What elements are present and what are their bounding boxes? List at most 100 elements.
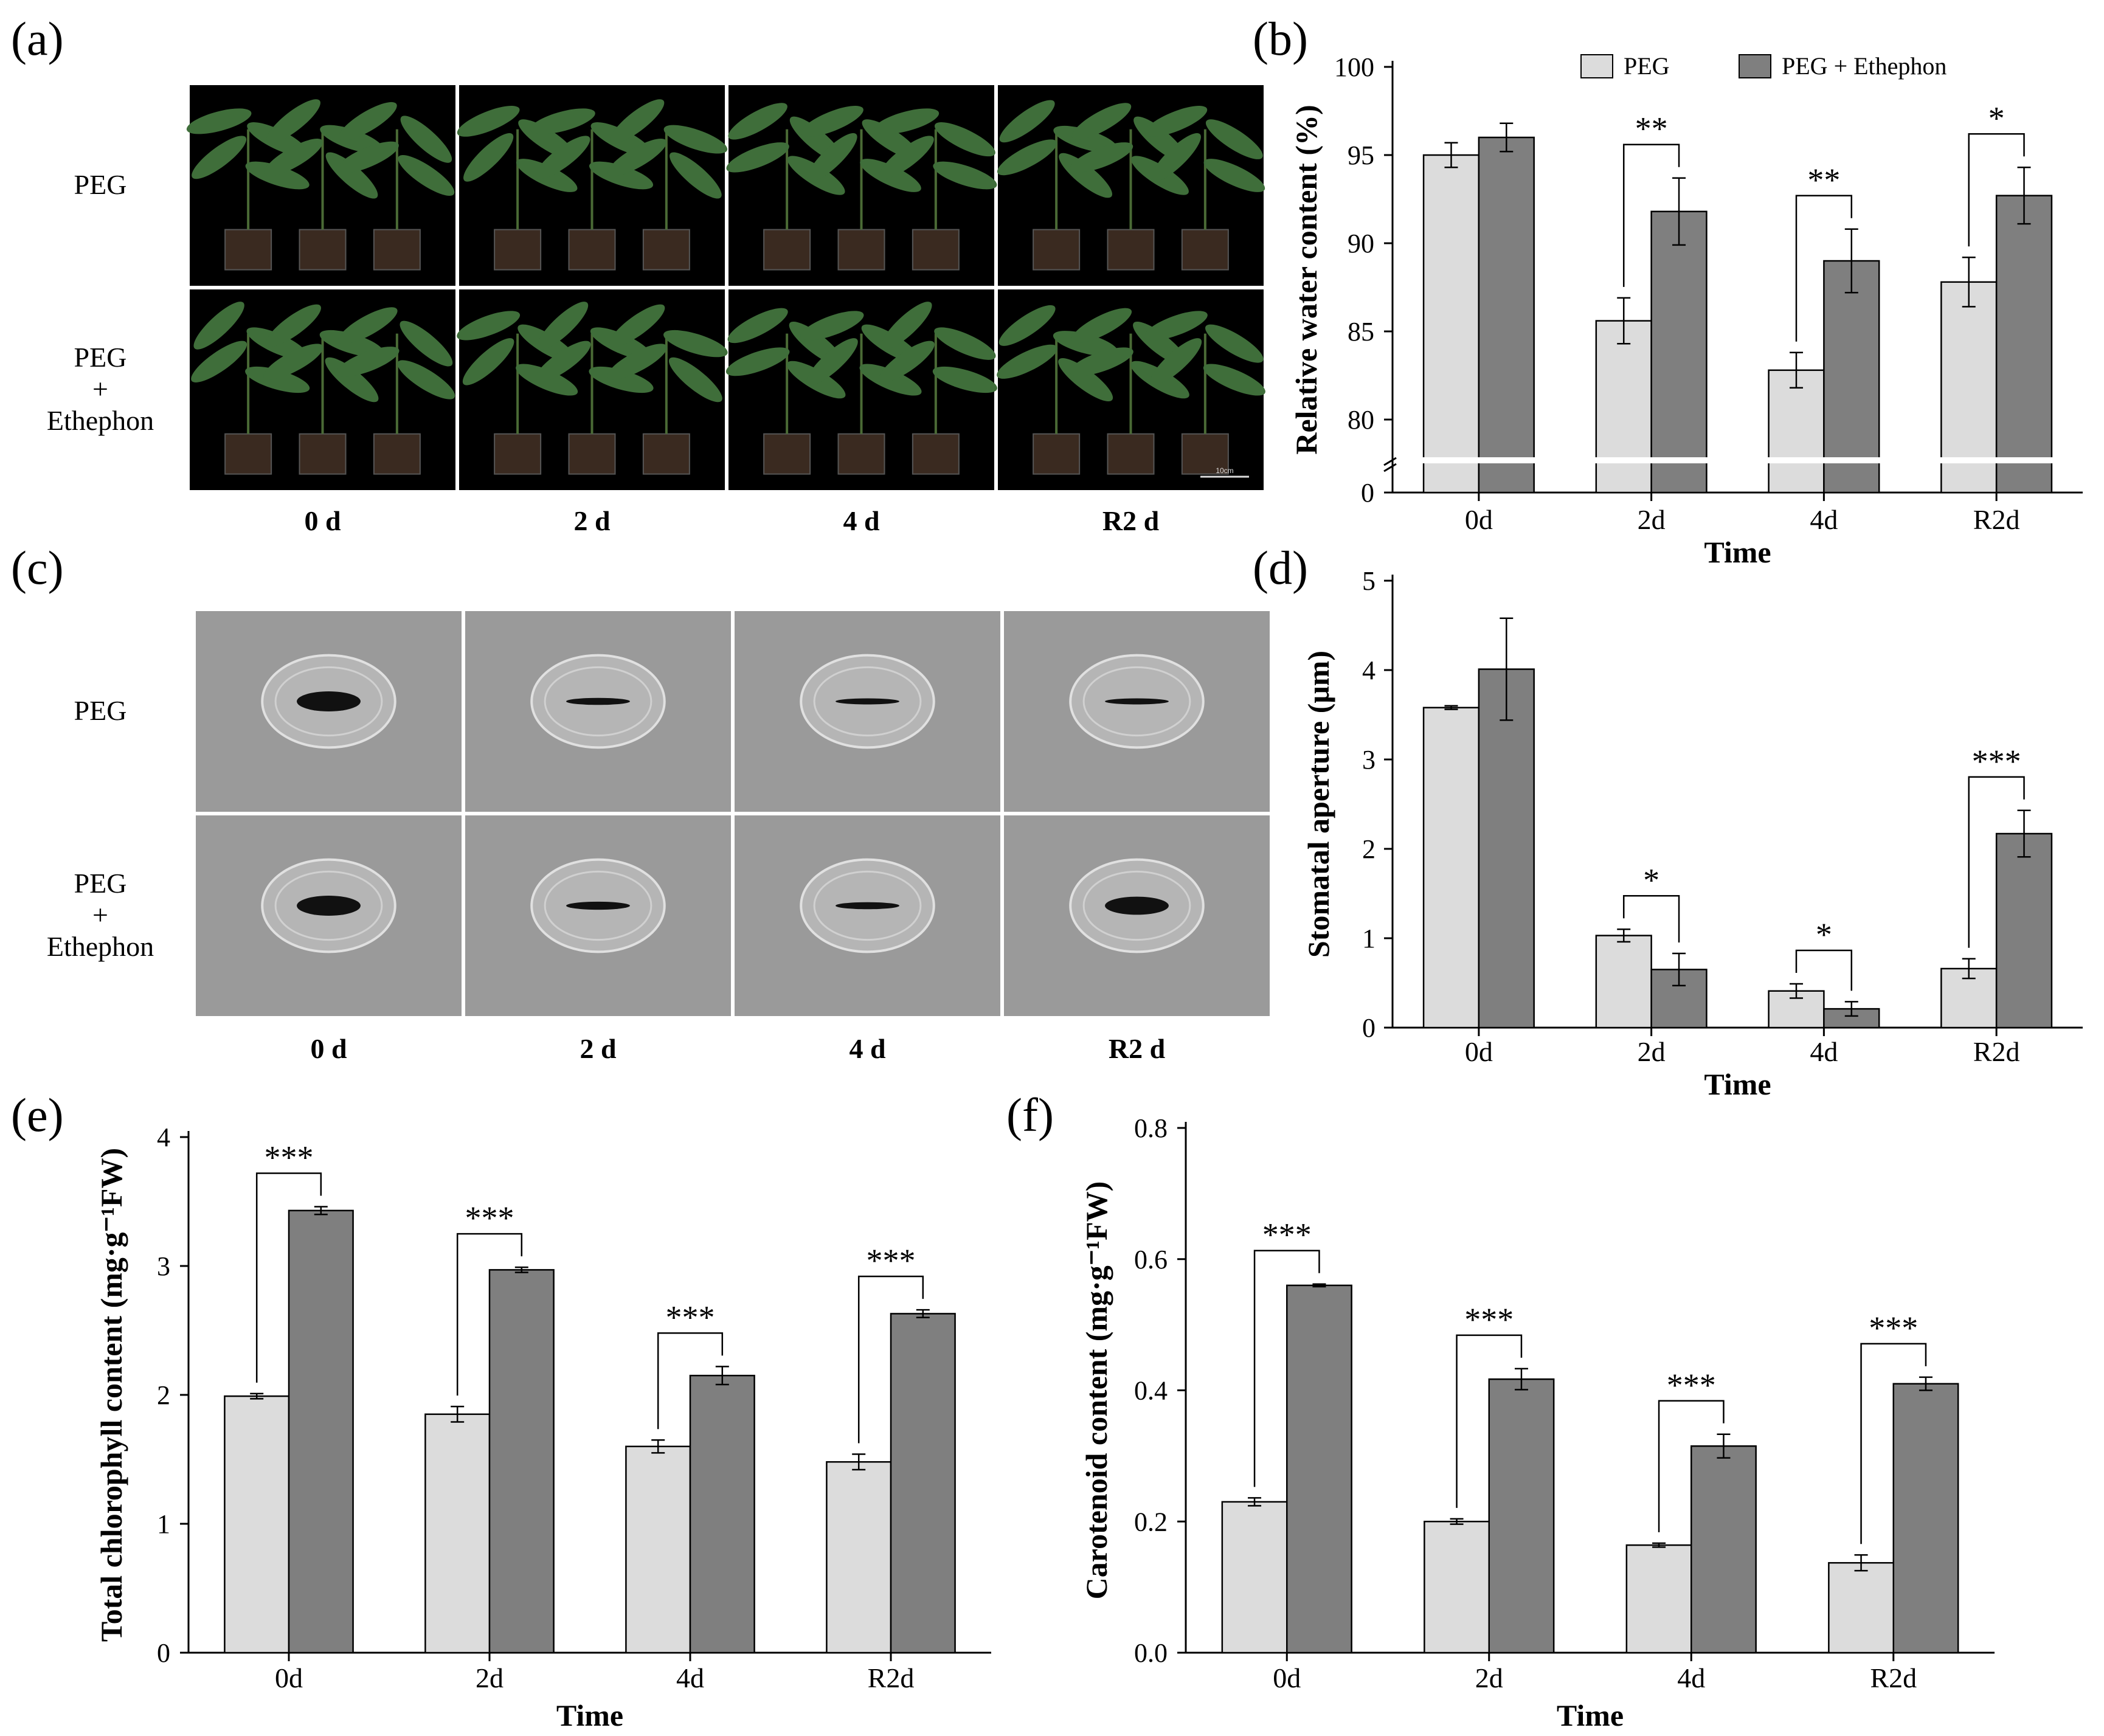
bar-peg-ethephon-R2d bbox=[1995, 195, 2053, 494]
x-tick-label: 0d bbox=[275, 1662, 303, 1693]
leaf bbox=[728, 103, 787, 140]
panel-f-chart: (f) 0.0 0.2 0.4 0.6 0.8 0d *** 2d *** 4d *** R2d *** T… bbox=[1006, 1088, 1995, 1732]
leaf bbox=[1053, 125, 1118, 153]
pot bbox=[763, 229, 811, 271]
x-tick-label: 4d bbox=[1677, 1662, 1705, 1693]
significance-label: ** bbox=[1807, 162, 1840, 198]
bar-peg-ethephon-2d bbox=[488, 1269, 555, 1654]
panel-b-chart: (b) 100 95 90 85 80 0 0d 2d ** 4d ** R2d * Time Relativ… bbox=[1253, 12, 2084, 569]
y-tick-label: 2 bbox=[1362, 834, 1376, 864]
leaf bbox=[806, 338, 858, 386]
leaf bbox=[999, 100, 1055, 143]
significance-label: *** bbox=[666, 1299, 715, 1335]
significance-label: *** bbox=[465, 1200, 514, 1236]
leaf bbox=[609, 304, 665, 347]
panel-d-chart: (d) 0 1 2 3 4 5 0d 2d * 4d * R2d *** Time Stomatal aper… bbox=[1253, 541, 2083, 1101]
pot bbox=[568, 433, 616, 475]
legend-swatch-peg bbox=[1580, 54, 1613, 78]
row-label-line: Ethephon bbox=[47, 405, 154, 436]
bar-peg-R2d bbox=[1828, 1561, 1895, 1654]
pot bbox=[373, 433, 421, 475]
y-axis-title: Relative water content (%) bbox=[1289, 105, 1323, 454]
leaf bbox=[535, 136, 590, 179]
leaf bbox=[1070, 142, 1133, 173]
pot bbox=[642, 433, 690, 475]
stomatal-pore bbox=[297, 691, 361, 711]
col-label-3: R2 d bbox=[1102, 505, 1160, 536]
y-tick-label: 2 bbox=[157, 1380, 170, 1410]
x-tick-label: 2d bbox=[1638, 504, 1666, 535]
significance-bracket bbox=[1622, 895, 1680, 942]
significance-bracket bbox=[1456, 1334, 1523, 1508]
leaf bbox=[1071, 103, 1132, 140]
leaf bbox=[610, 99, 665, 144]
leaf bbox=[607, 344, 667, 380]
y-tick-label: 0.6 bbox=[1134, 1245, 1168, 1274]
pot bbox=[1107, 229, 1155, 271]
leaf bbox=[1151, 133, 1201, 182]
x-tick-label: R2d bbox=[1973, 1036, 2020, 1067]
pot bbox=[299, 229, 347, 271]
pot bbox=[912, 433, 960, 475]
significance-bracket bbox=[1658, 1400, 1725, 1532]
panel-label-f: (f) bbox=[1006, 1088, 1054, 1141]
x-tick-label: R2d bbox=[1870, 1662, 1917, 1693]
bar-peg-4d bbox=[1768, 369, 1825, 494]
axis-break-band bbox=[1394, 457, 2084, 463]
leaf bbox=[1144, 311, 1208, 341]
guard-cell-ridge bbox=[544, 870, 652, 941]
significance-bracket bbox=[1622, 144, 1680, 287]
bar-peg-ethephon-R2d bbox=[1995, 832, 2053, 1029]
leaf bbox=[400, 320, 453, 367]
panel-label-e: (e) bbox=[11, 1088, 64, 1141]
legend-label: PEG + Ethephon bbox=[1782, 52, 1947, 80]
bar-peg-2d bbox=[424, 1413, 491, 1654]
bar-peg-4d bbox=[625, 1445, 691, 1654]
leaf bbox=[670, 152, 722, 199]
significance-label: ** bbox=[1635, 111, 1668, 147]
y-tick-label: 0.2 bbox=[1134, 1507, 1168, 1537]
leaf bbox=[1070, 347, 1133, 376]
bar-peg-ethephon-2d bbox=[1488, 1378, 1555, 1654]
stomatal-pore bbox=[836, 698, 899, 705]
legend-label: PEG bbox=[1624, 52, 1670, 80]
leaf bbox=[878, 341, 935, 382]
y-tick-label: 0.8 bbox=[1134, 1113, 1168, 1143]
y-tick-label: 0.4 bbox=[1134, 1376, 1168, 1406]
bar-peg-ethephon-2d bbox=[1650, 969, 1708, 1029]
leaf bbox=[325, 152, 378, 199]
leaf bbox=[1144, 106, 1208, 137]
y-tick-label: 0.0 bbox=[1134, 1638, 1168, 1668]
panel-label-c: (c) bbox=[11, 541, 64, 594]
bar-peg-0d bbox=[1422, 707, 1480, 1029]
pot bbox=[1181, 433, 1229, 475]
leaf bbox=[530, 108, 595, 134]
leaf bbox=[336, 347, 400, 377]
col-label-1: 2 d bbox=[573, 505, 611, 536]
bar-peg-ethephon-4d bbox=[1690, 1445, 1757, 1654]
x-tick-label: 2d bbox=[1638, 1036, 1666, 1067]
panel-label-d: (d) bbox=[1253, 541, 1308, 594]
significance-bracket bbox=[456, 1233, 523, 1396]
panel-e-chart: (e) 0 1 2 3 4 0d *** 2d *** 4d *** R2d *** Time Total c… bbox=[11, 1088, 991, 1732]
leaf bbox=[266, 304, 321, 347]
y-tick-label: 1 bbox=[157, 1509, 170, 1539]
row-label-line: PEG bbox=[74, 169, 127, 200]
leaf bbox=[191, 341, 247, 382]
leaf bbox=[457, 106, 520, 137]
leaf bbox=[879, 136, 934, 179]
scale-bar-label: 10cm bbox=[1216, 466, 1233, 475]
significance-bracket bbox=[1253, 1250, 1320, 1487]
x-tick-label: R2d bbox=[1973, 504, 2020, 535]
leaf bbox=[589, 161, 654, 190]
leaf bbox=[881, 302, 932, 350]
row-label-line: PEG bbox=[74, 342, 127, 373]
stomatal-pore bbox=[566, 901, 630, 910]
pot bbox=[1033, 229, 1081, 271]
pot bbox=[494, 229, 542, 271]
leaf bbox=[397, 360, 455, 399]
leaf bbox=[186, 108, 252, 134]
col-label-0: 0 d bbox=[310, 1033, 347, 1064]
bar-peg-4d bbox=[1625, 1544, 1692, 1654]
stomatal-pore bbox=[1105, 896, 1169, 915]
